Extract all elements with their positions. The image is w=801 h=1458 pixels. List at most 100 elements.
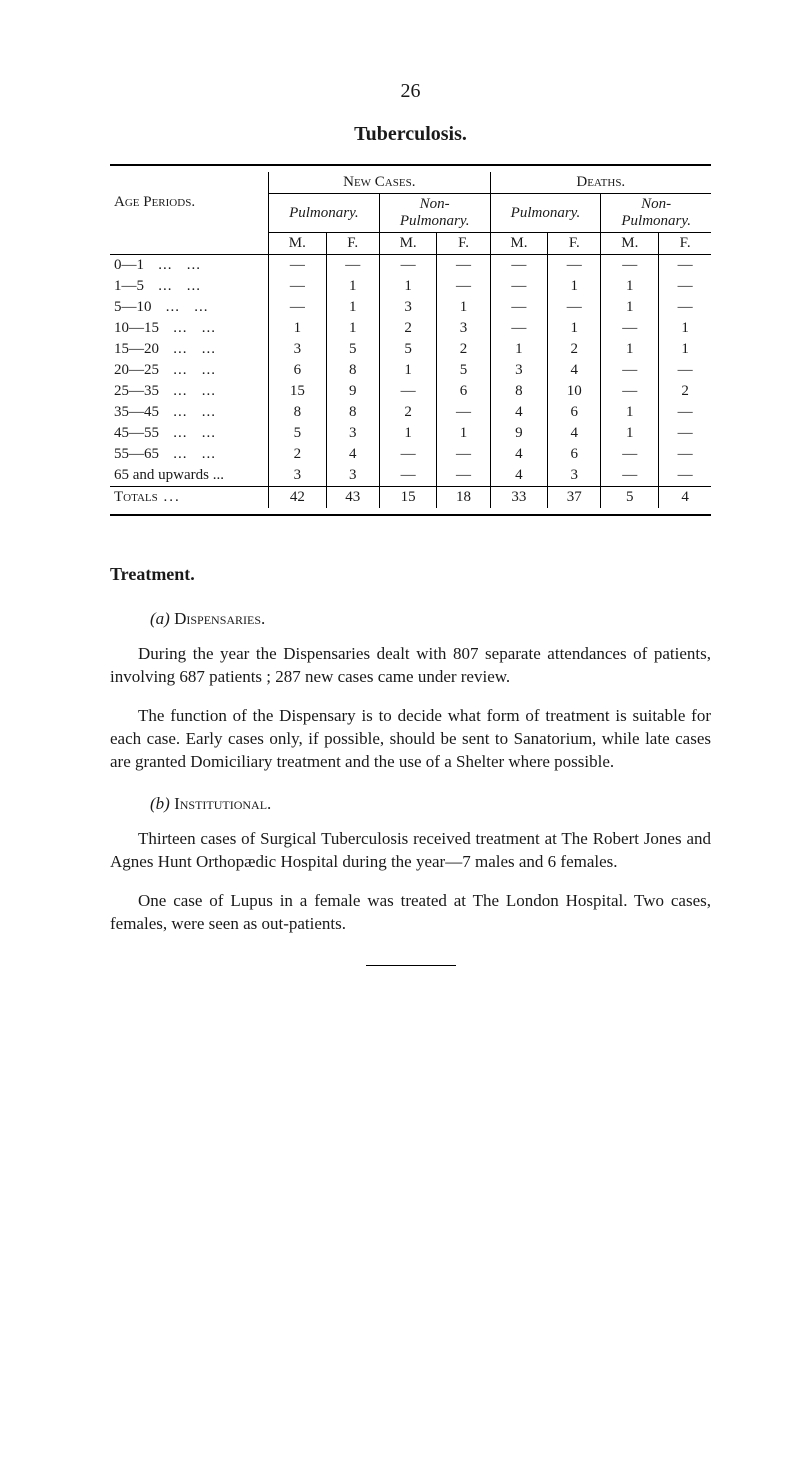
data-cell: 1 xyxy=(601,276,659,297)
data-cell: — xyxy=(601,318,659,339)
data-cell: 2 xyxy=(269,444,327,465)
data-cell: 3 xyxy=(326,465,379,487)
data-cell: 8 xyxy=(326,360,379,381)
data-cell: — xyxy=(379,465,437,487)
data-cell: — xyxy=(379,255,437,277)
total-cell: 18 xyxy=(437,487,490,509)
data-cell: — xyxy=(269,255,327,277)
treatment-heading: Treatment. xyxy=(110,564,711,585)
data-cell: 5 xyxy=(379,339,437,360)
paragraph: Thirteen cases of Surgical Tuberculosis … xyxy=(110,828,711,874)
data-cell: — xyxy=(659,360,711,381)
rule xyxy=(366,965,456,966)
data-cell: — xyxy=(601,444,659,465)
table-row: 10—15 ... ...1123—1—1 xyxy=(110,318,711,339)
data-cell: — xyxy=(490,318,548,339)
data-cell: 1 xyxy=(601,423,659,444)
data-cell: 4 xyxy=(326,444,379,465)
data-cell: — xyxy=(601,465,659,487)
data-cell: 4 xyxy=(548,423,601,444)
total-cell: 33 xyxy=(490,487,548,509)
data-cell: 1 xyxy=(379,276,437,297)
data-cell: — xyxy=(326,255,379,277)
subsection-name: Dispensaries. xyxy=(174,609,265,628)
data-cell: 6 xyxy=(548,402,601,423)
age-period: 5—10 ... ... xyxy=(110,297,269,318)
page-number: 26 xyxy=(110,80,711,103)
data-cell: 10 xyxy=(548,381,601,402)
age-period: 10—15 ... ... xyxy=(110,318,269,339)
col-f: F. xyxy=(326,233,379,255)
data-cell: — xyxy=(601,381,659,402)
data-cell: — xyxy=(437,276,490,297)
sub-nonpulmonary: Non- Pulmonary. xyxy=(379,194,490,233)
data-cell: 1 xyxy=(379,423,437,444)
col-f: F. xyxy=(548,233,601,255)
data-cell: 1 xyxy=(659,339,711,360)
total-cell: 37 xyxy=(548,487,601,509)
data-cell: — xyxy=(490,255,548,277)
data-cell: 6 xyxy=(548,444,601,465)
subsection-b-heading: (b) Institutional. xyxy=(150,794,711,814)
table-row: 15—20 ... ...35521211 xyxy=(110,339,711,360)
data-cell: 6 xyxy=(269,360,327,381)
age-period: 0—1 ... ... xyxy=(110,255,269,277)
totals-label: Totals xyxy=(110,487,269,509)
data-cell: — xyxy=(659,297,711,318)
col-m: M. xyxy=(601,233,659,255)
data-cell: — xyxy=(490,297,548,318)
paragraph: The function of the Dispensary is to dec… xyxy=(110,705,711,774)
table-row: 5—10 ... ...—131——1— xyxy=(110,297,711,318)
data-cell: 1 xyxy=(490,339,548,360)
table-row: 55—65 ... ...24——46—— xyxy=(110,444,711,465)
data-cell: 1 xyxy=(548,276,601,297)
data-cell: 5 xyxy=(437,360,490,381)
data-cell: 4 xyxy=(490,465,548,487)
data-cell: 1 xyxy=(326,297,379,318)
blank xyxy=(110,233,269,255)
data-cell: 1 xyxy=(269,318,327,339)
data-cell: 1 xyxy=(437,423,490,444)
col-f: F. xyxy=(437,233,490,255)
age-period: 25—35 ... ... xyxy=(110,381,269,402)
data-cell: 2 xyxy=(437,339,490,360)
rule xyxy=(110,164,711,166)
age-period: 20—25 ... ... xyxy=(110,360,269,381)
paragraph: During the year the Dispensaries dealt w… xyxy=(110,643,711,689)
data-cell: 1 xyxy=(437,297,490,318)
table-row: 1—5 ... ...—11——11— xyxy=(110,276,711,297)
data-cell: 1 xyxy=(326,276,379,297)
data-cell: 3 xyxy=(269,339,327,360)
paragraph: One case of Lupus in a female was treate… xyxy=(110,890,711,936)
data-cell: — xyxy=(437,444,490,465)
data-cell: — xyxy=(601,360,659,381)
age-period: 45—55 ... ... xyxy=(110,423,269,444)
data-cell: 9 xyxy=(490,423,548,444)
data-cell: 2 xyxy=(379,318,437,339)
data-cell: 6 xyxy=(437,381,490,402)
data-cell: 4 xyxy=(548,360,601,381)
data-cell: — xyxy=(379,444,437,465)
data-cell: 5 xyxy=(326,339,379,360)
data-cell: 9 xyxy=(326,381,379,402)
group-new-cases: New Cases. xyxy=(269,172,491,194)
data-cell: 1 xyxy=(601,297,659,318)
tuberculosis-table: Age Periods. New Cases. Deaths. Pulmonar… xyxy=(110,172,711,508)
data-cell: — xyxy=(437,465,490,487)
col-f: F. xyxy=(659,233,711,255)
table-row: 0—1 ... ...———————— xyxy=(110,255,711,277)
data-cell: — xyxy=(437,402,490,423)
data-cell: 8 xyxy=(269,402,327,423)
sub-nonpulmonary: Non- Pulmonary. xyxy=(601,194,711,233)
data-cell: 1 xyxy=(326,318,379,339)
data-cell: — xyxy=(659,402,711,423)
total-cell: 43 xyxy=(326,487,379,509)
data-cell: — xyxy=(269,297,327,318)
data-cell: — xyxy=(548,255,601,277)
col-m: M. xyxy=(379,233,437,255)
data-cell: 1 xyxy=(548,318,601,339)
data-cell: 3 xyxy=(379,297,437,318)
data-cell: — xyxy=(659,444,711,465)
subsection-label: (b) xyxy=(150,794,170,813)
group-deaths: Deaths. xyxy=(490,172,711,194)
